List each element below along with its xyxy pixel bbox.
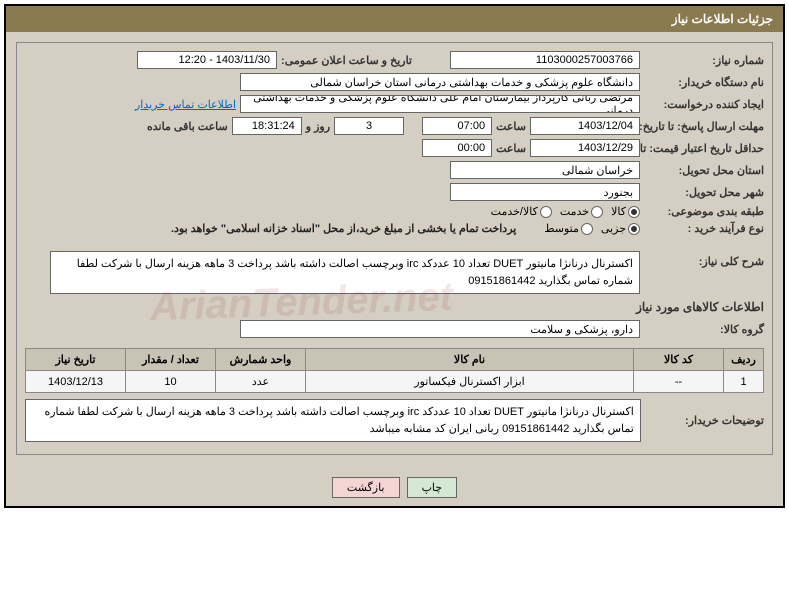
td-code: -- [634,371,724,393]
remaining-label: ساعت باقی مانده [147,120,228,133]
th-name: نام کالا [306,349,634,371]
countdown-field: 18:31:24 [232,117,302,135]
buyer-org-field: دانشگاه علوم پزشکی و خدمات بهداشتی درمان… [240,73,640,91]
creator-field: مرتضی ربانی کارپرداز بیمارستان امام علی … [240,95,640,113]
items-title: اطلاعات کالاهای مورد نیاز [25,300,764,314]
items-table: ردیف کد کالا نام کالا واحد شمارش تعداد /… [25,348,764,393]
announce-field: 1403/11/30 - 12:20 [137,51,277,69]
validity-time-field: 00:00 [422,139,492,157]
creator-label: ایجاد کننده درخواست: [644,98,764,111]
th-qty: تعداد / مقدار [126,349,216,371]
need-no-field: 1103000257003766 [450,51,640,69]
radio-medium-label: متوسط [544,222,579,235]
need-no-label: شماره نیاز: [644,54,764,67]
th-unit: واحد شمارش [216,349,306,371]
radio-small[interactable]: جزیی [601,222,640,235]
radio-medium[interactable]: متوسط [544,222,593,235]
days-field: 3 [334,117,404,135]
deadline-label: مهلت ارسال پاسخ: تا تاریخ: [644,120,764,133]
footer: چاپ بازگشت [6,469,783,506]
desc-field: اکسترنال درنانژا مانیتور DUET تعداد 10 ع… [50,251,640,294]
buyer-org-label: نام دستگاه خریدار: [644,76,764,89]
td-row: 1 [724,371,764,393]
radio-both-label: کالا/خدمت [491,205,538,218]
time-label-1: ساعت [496,120,526,133]
group-label: گروه کالا: [644,323,764,336]
radio-goods-label: کالا [611,205,626,218]
radio-service-label: خدمت [560,205,589,218]
validity-label: حداقل تاریخ اعتبار قیمت: تا تاریخ: [644,142,764,155]
th-code: کد کالا [634,349,724,371]
details-box: شماره نیاز: 1103000257003766 تاریخ و ساع… [16,42,773,455]
contact-link[interactable]: اطلاعات تماس خریدار [135,98,236,111]
deadline-date-field: 1403/12/04 [530,117,640,135]
radio-both[interactable]: کالا/خدمت [491,205,552,218]
td-date: 1403/12/13 [26,371,126,393]
desc-label: شرح کلی نیاز: [644,251,764,268]
radio-goods-input[interactable] [628,206,640,218]
category-label: طبقه بندی موضوعی: [644,205,764,218]
print-button[interactable]: چاپ [407,477,458,498]
radio-medium-input[interactable] [581,223,593,235]
city-field: بجنورد [450,183,640,201]
td-qty: 10 [126,371,216,393]
radio-service[interactable]: خدمت [560,205,603,218]
th-row: ردیف [724,349,764,371]
back-button[interactable]: بازگشت [332,477,400,498]
buyer-notes-field: اکسترنال درنانژا مانیتور DUET تعداد 10 ع… [25,399,641,442]
radio-small-label: جزیی [601,222,626,235]
days-suffix: روز و [306,120,330,133]
announce-label: تاریخ و ساعت اعلان عمومی: [281,54,412,67]
time-label-2: ساعت [496,142,526,155]
group-field: دارو، پزشکی و سلامت [240,320,640,338]
radio-service-input[interactable] [591,206,603,218]
deadline-time-field: 07:00 [422,117,492,135]
th-date: تاریخ نیاز [26,349,126,371]
city-label: شهر محل تحویل: [644,186,764,199]
td-unit: عدد [216,371,306,393]
table-row: 1 -- ابزار اکسترنال فیکساتور عدد 10 1403… [26,371,764,393]
process-label: نوع فرآیند خرید : [644,222,764,235]
radio-small-input[interactable] [628,223,640,235]
process-note: پرداخت تمام یا بخشی از مبلغ خرید،از محل … [171,222,516,235]
radio-goods[interactable]: کالا [611,205,640,218]
td-name: ابزار اکسترنال فیکساتور [306,371,634,393]
panel-header: جزئیات اطلاعات نیاز [6,6,783,32]
validity-date-field: 1403/12/29 [530,139,640,157]
province-label: استان محل تحویل: [644,164,764,177]
province-field: خراسان شمالی [450,161,640,179]
radio-both-input[interactable] [540,206,552,218]
buyer-notes-label: توضیحات خریدار: [645,414,764,427]
